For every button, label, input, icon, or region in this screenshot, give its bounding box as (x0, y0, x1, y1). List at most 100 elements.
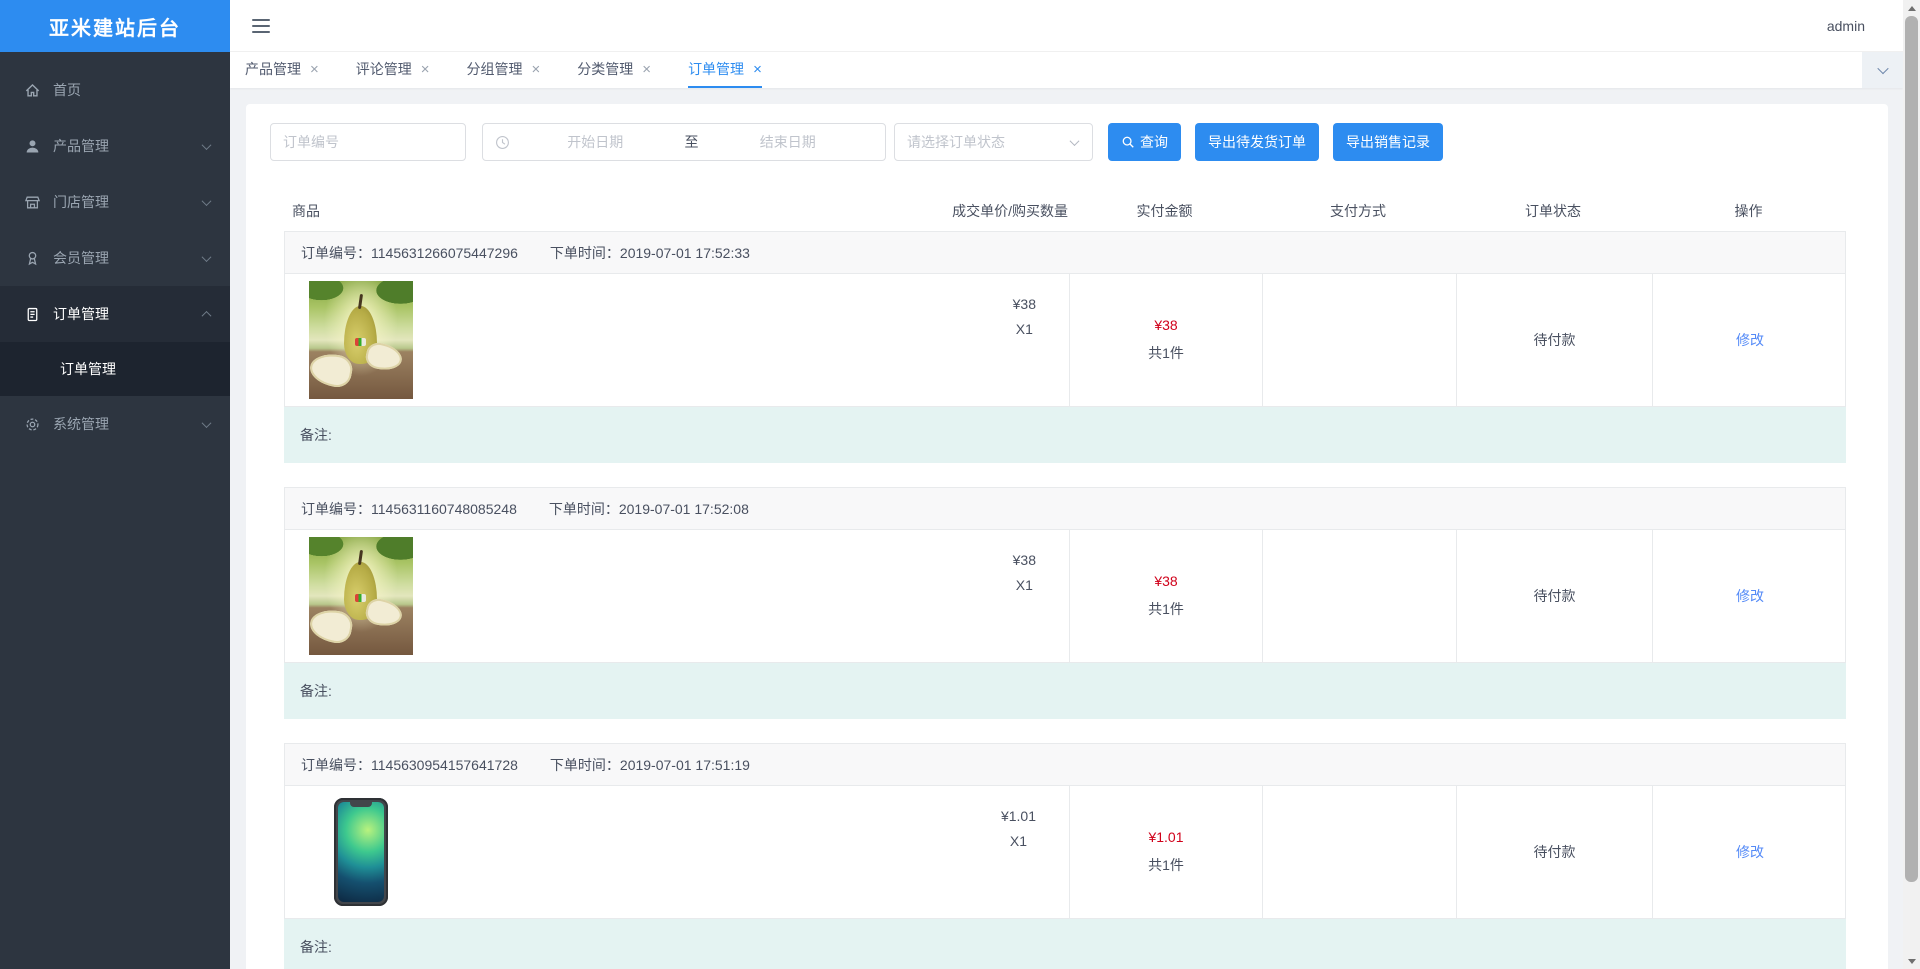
close-icon[interactable]: × (310, 60, 319, 78)
export-pending-button[interactable]: 导出待发货订单 (1195, 123, 1319, 161)
scroll-up-arrow-icon[interactable] (1903, 0, 1920, 16)
order-status-cell: 待付款 (1456, 530, 1652, 662)
remark-label: 备注: (300, 683, 332, 699)
col-product: 商品 (292, 203, 320, 219)
tab[interactable]: 分组管理 × (467, 52, 541, 88)
chevron-icon (201, 139, 212, 150)
export-sales-button[interactable]: 导出销售记录 (1333, 123, 1443, 161)
close-icon[interactable]: × (753, 60, 762, 78)
sidebar-item-label: 门店管理 (53, 194, 109, 210)
tab[interactable]: 产品管理 × (245, 52, 319, 88)
order-time-label: 下单时间： (548, 500, 619, 517)
user-menu[interactable]: admin (1826, 17, 1865, 34)
order-row: ¥38 X1 ¥38 共1件 待付款 修改 (284, 530, 1846, 663)
vertical-scrollbar[interactable] (1903, 0, 1920, 969)
sidebar-item-gear[interactable]: 系统管理 (0, 396, 230, 452)
chevron-icon (201, 417, 212, 428)
sidebar-item-member[interactable]: 会员管理 (0, 230, 230, 286)
quantity: X1 (1015, 577, 1033, 593)
paid-amount-cell: ¥38 共1件 (1069, 274, 1262, 406)
tab[interactable]: 分类管理 × (577, 52, 651, 88)
paid-amount: ¥38 (1154, 573, 1178, 589)
close-icon[interactable]: × (531, 60, 541, 78)
order-group-header: 订单编号： 1145631266075447296 下单时间： 2019-07-01… (284, 231, 1846, 274)
gear-icon (24, 416, 41, 433)
scroll-down-arrow-icon[interactable] (1903, 953, 1920, 969)
sidebar-item-home[interactable]: 首页 (0, 62, 230, 118)
remark-label: 备注: (300, 939, 332, 955)
clock-icon (495, 135, 510, 150)
tabs-dropdown-button[interactable] (1862, 52, 1903, 88)
order-group-header: 订单编号： 1145630954157641728 下单时间： 2019-07-01… (284, 743, 1846, 786)
price-block: ¥1.01 X1 (1001, 786, 1036, 849)
close-icon[interactable]: × (420, 60, 430, 78)
paid-count: 共1件 (1148, 601, 1184, 617)
sidebar-subitem[interactable]: 订单管理 (0, 342, 230, 396)
search-button[interactable]: 查询 (1108, 123, 1181, 161)
order-group-header: 订单编号： 1145631160748085248 下单时间： 2019-07-01… (284, 487, 1846, 530)
col-unit-price-qty: 成交单价/购买数量 (952, 203, 1068, 219)
tab-label: 订单管理 (688, 61, 745, 77)
order-time-value: 2019-07-01 17:52:33 (619, 244, 750, 261)
sidebar-item-order[interactable]: 订单管理 (0, 286, 230, 342)
chevron-down-icon (1876, 62, 1889, 75)
order-time-label: 下单时间： (549, 244, 620, 261)
pay-method-cell (1262, 786, 1456, 918)
product-image-phone (309, 793, 413, 911)
sidebar-toggle-icon[interactable] (252, 18, 270, 33)
modify-link[interactable]: 修改 (1736, 844, 1764, 860)
paid-amount-cell: ¥1.01 共1件 (1069, 786, 1262, 918)
tab-list: 产品管理 × 评论管理 × 分组管理 × 分类管理 × 订单管理 × (245, 52, 799, 88)
order-status: 待付款 (1533, 332, 1576, 348)
quantity: X1 (1009, 833, 1028, 849)
orders-card: 开始日期 至 结束日期 请选择订单状态 查询 导出待发货订单 导出销售记录 (246, 104, 1888, 969)
tab[interactable]: 订单管理 × (688, 52, 762, 88)
modify-link[interactable]: 修改 (1736, 588, 1764, 604)
sidebar-subitem-label: 订单管理 (60, 361, 116, 377)
paid-count: 共1件 (1148, 857, 1184, 873)
unit-price: ¥38 (1012, 552, 1036, 568)
order-list: 订单编号： 1145631266075447296 下单时间： 2019-07-01… (284, 231, 1846, 969)
chevron-icon (201, 251, 212, 262)
product-cell: ¥38 X1 (285, 274, 1069, 406)
close-icon[interactable]: × (642, 60, 652, 78)
filter-bar: 开始日期 至 结束日期 请选择订单状态 查询 导出待发货订单 导出销售记录 (270, 123, 1864, 161)
order-no-label: 订单编号： (301, 500, 371, 517)
unit-price: ¥38 (1012, 296, 1036, 312)
remark-row: 备注: (284, 919, 1846, 969)
member-icon (24, 250, 41, 267)
col-actions: 操作 (1734, 203, 1763, 219)
order-time-label: 下单时间： (549, 756, 620, 773)
tab[interactable]: 评论管理 × (356, 52, 430, 88)
order-status-cell: 待付款 (1456, 274, 1652, 406)
order-time-value: 2019-07-01 17:51:19 (619, 756, 750, 773)
topbar: admin (230, 0, 1903, 52)
paid-count: 共1件 (1148, 345, 1184, 361)
chevron-icon (201, 310, 212, 321)
order-no-input[interactable] (270, 123, 466, 161)
search-icon (1122, 136, 1134, 148)
actions-cell: 修改 (1652, 274, 1847, 406)
paid-amount: ¥1.01 (1148, 829, 1184, 845)
sidebar-item-user[interactable]: 产品管理 (0, 118, 230, 174)
content-area: 开始日期 至 结束日期 请选择订单状态 查询 导出待发货订单 导出销售记录 (230, 88, 1903, 969)
product-cell: ¥1.01 X1 (285, 786, 1069, 918)
chevron-down-icon (1069, 135, 1080, 146)
order-status-cell: 待付款 (1456, 786, 1652, 918)
order-no-value: 1145630954157641728 (371, 756, 518, 773)
modify-link[interactable]: 修改 (1736, 332, 1764, 348)
order-row: ¥1.01 X1 ¥1.01 共1件 待付款 修改 (284, 786, 1846, 919)
pay-method-cell (1262, 274, 1456, 406)
sidebar-item-store[interactable]: 门店管理 (0, 174, 230, 230)
order-status-select[interactable]: 请选择订单状态 (894, 123, 1093, 161)
paid-amount-cell: ¥38 共1件 (1069, 530, 1262, 662)
unit-price: ¥1.01 (1000, 808, 1036, 824)
date-range-picker[interactable]: 开始日期 至 结束日期 (482, 123, 886, 161)
scrollbar-thumb[interactable] (1905, 16, 1918, 882)
orders-table: 商品 成交单价/购买数量 实付金额 支付方式 订单状态 操作 订单编号： 1145… (284, 191, 1846, 969)
date-separator: 至 (684, 134, 699, 150)
product-cell: ¥38 X1 (285, 530, 1069, 662)
tab-label: 分组管理 (466, 61, 523, 77)
col-order-status: 订单状态 (1525, 203, 1581, 219)
remark-row: 备注: (284, 407, 1846, 463)
